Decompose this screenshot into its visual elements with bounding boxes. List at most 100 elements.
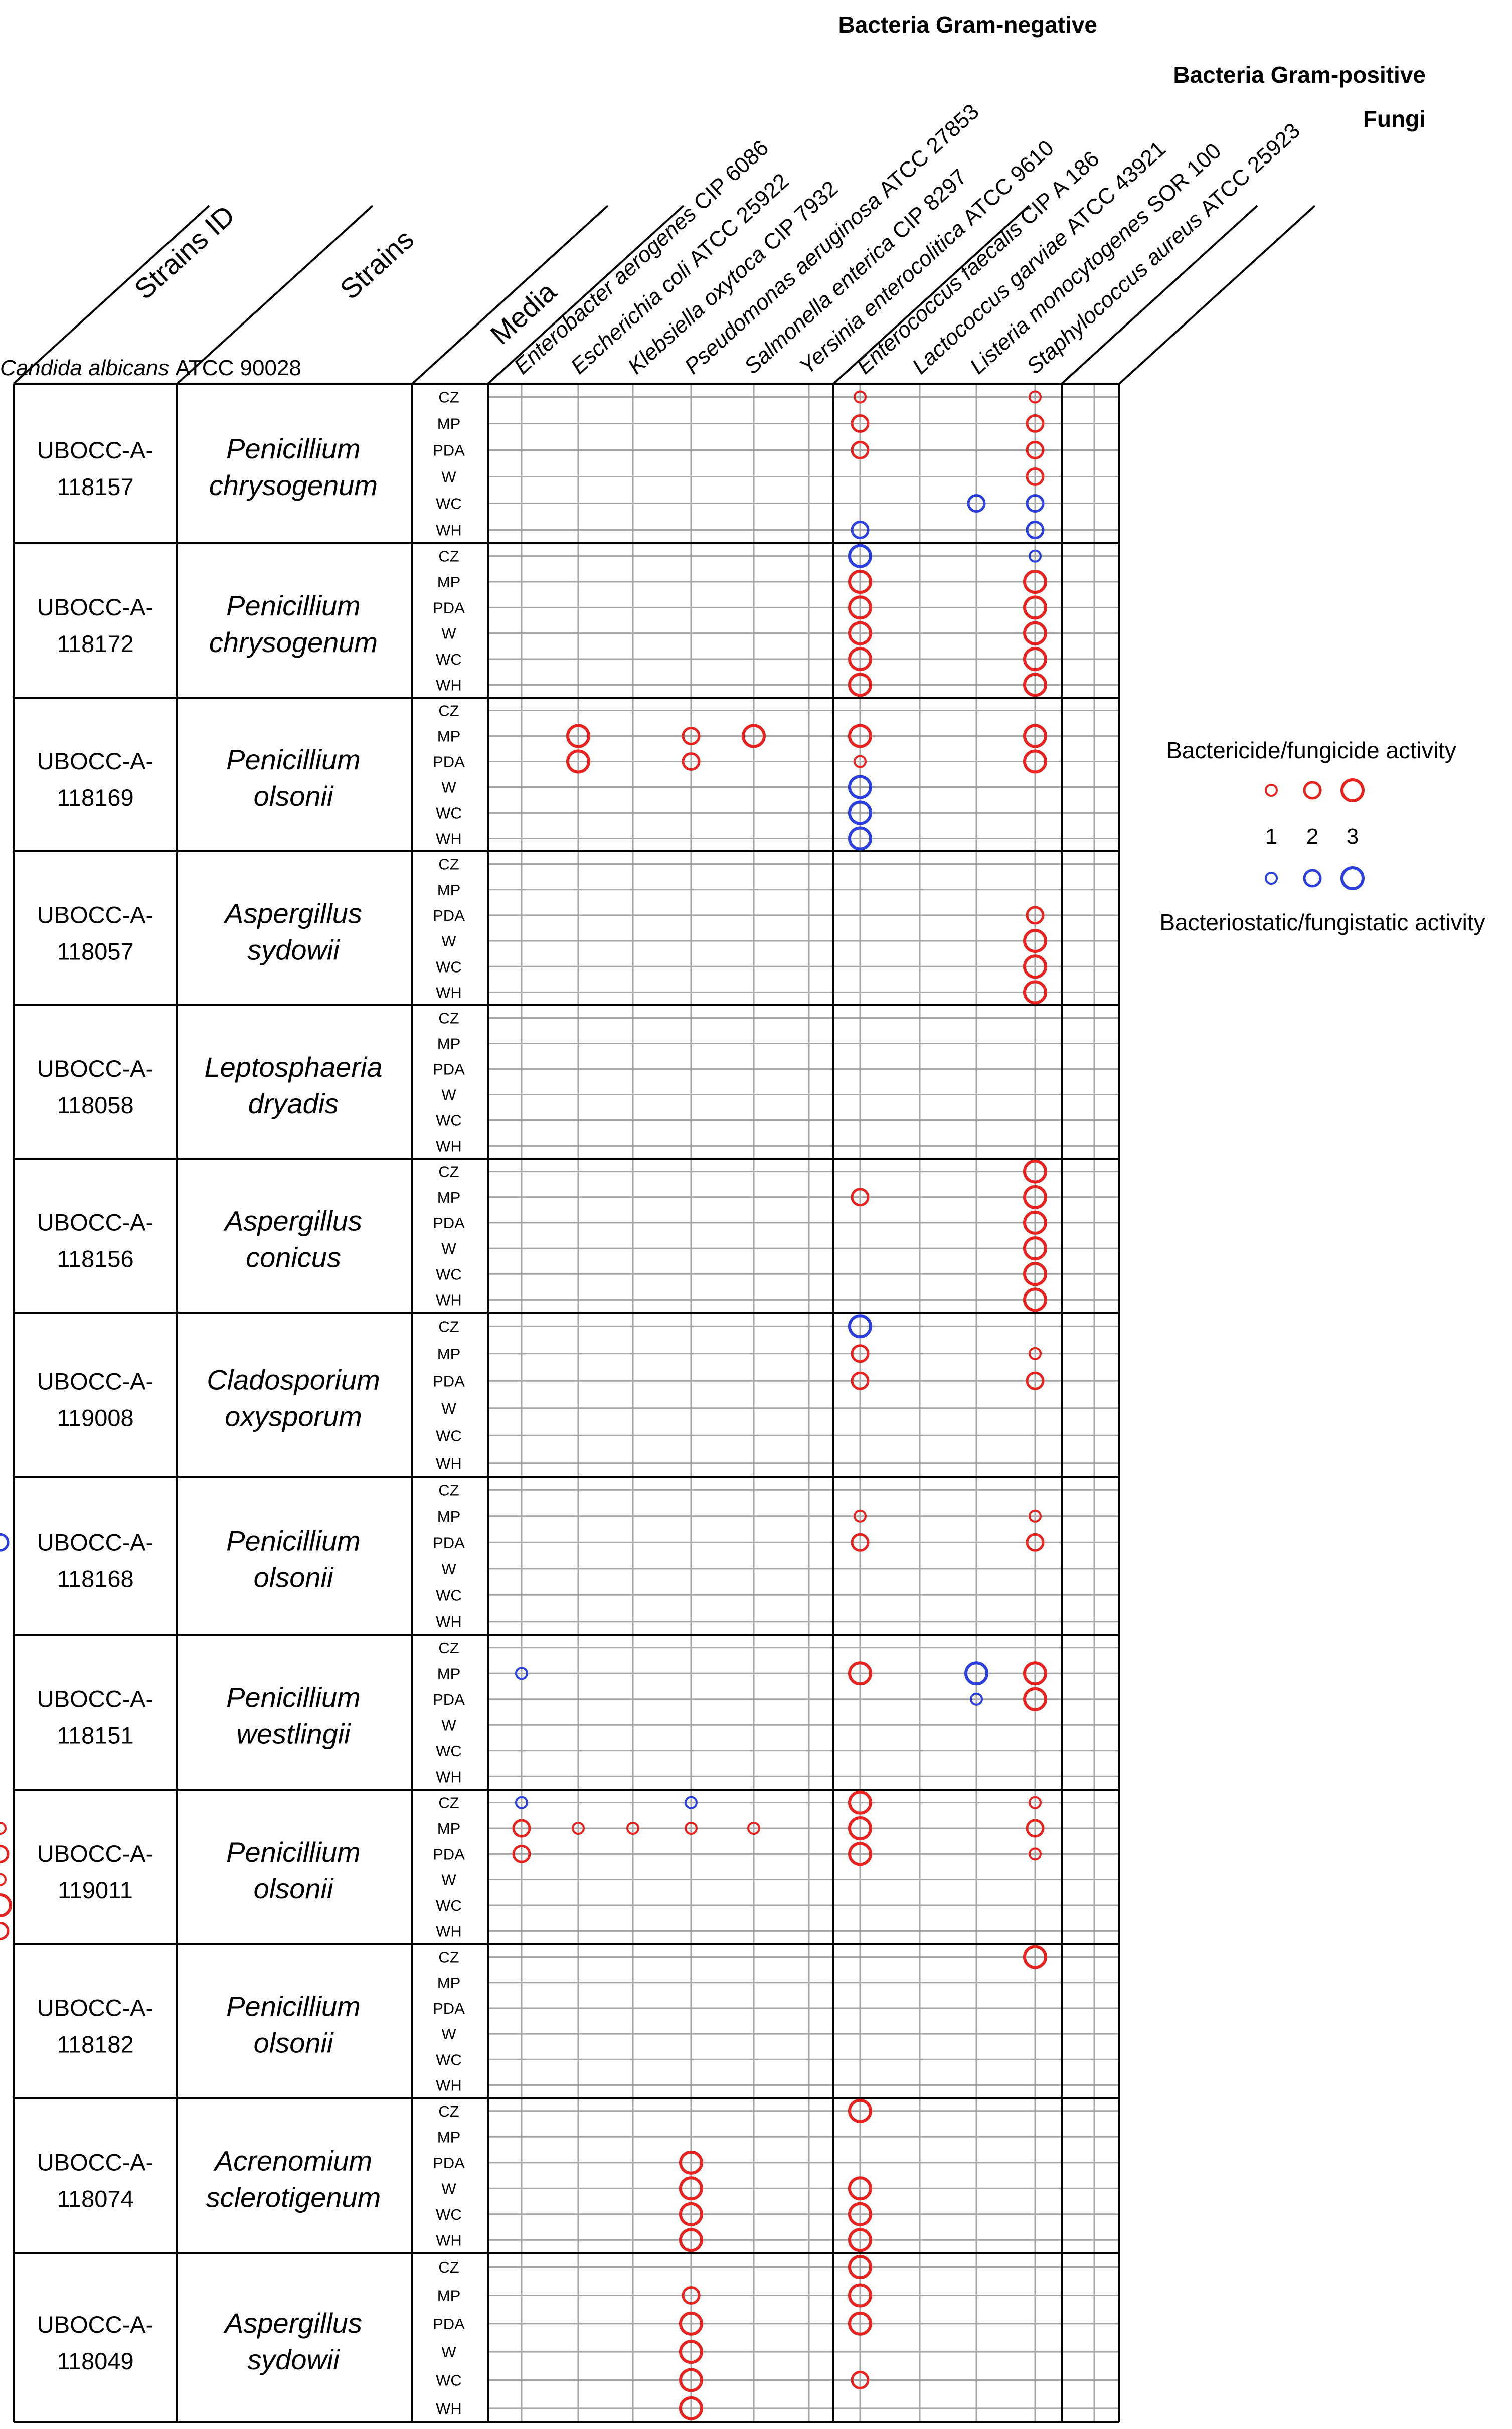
bactericide-marker <box>848 724 872 748</box>
bactericide-marker <box>742 724 766 748</box>
bactericide-marker <box>1029 1509 1042 1523</box>
media-label: WH <box>436 676 462 694</box>
media-label: MP <box>437 728 461 745</box>
header-diagonal <box>176 205 374 385</box>
header-diagonal <box>1118 205 1316 385</box>
bactericide-marker <box>1026 1371 1045 1390</box>
media-label: CZ <box>438 1318 459 1335</box>
bacteriostatic-marker <box>851 521 870 539</box>
legend-level-label: 1 <box>1265 824 1277 849</box>
bactericide-marker <box>679 2396 703 2420</box>
media-label: MP <box>437 1508 461 1525</box>
bactericide-marker <box>851 1371 870 1390</box>
media-label: PDA <box>433 1845 465 1863</box>
bacteriostatic-marker <box>0 1533 10 1552</box>
bactericide-marker <box>848 673 872 697</box>
bacteriostatic-marker <box>967 494 986 513</box>
bactericide-marker <box>512 1819 531 1838</box>
media-label: W <box>441 1240 456 1257</box>
media-label: WC <box>436 1427 462 1444</box>
legend-level-label: 2 <box>1306 824 1318 849</box>
bactericide-marker <box>848 621 872 645</box>
media-label: CZ <box>438 2102 459 2120</box>
legend: Bactericide/fungicide activity 1 2 3 Bacteri… <box>1159 737 1485 935</box>
legend-static-marker <box>1265 872 1278 885</box>
media-label: WH <box>436 1138 462 1155</box>
media-label: MP <box>437 1665 461 1682</box>
media-label: CZ <box>438 389 459 406</box>
strain-id-number: 118156 <box>57 1246 133 1272</box>
media-label: WC <box>436 958 462 976</box>
media-label: W <box>441 1560 456 1578</box>
media-label: CZ <box>438 702 459 720</box>
legend-static-marker <box>1303 869 1322 888</box>
strain-genus: Penicillium <box>226 1682 361 1713</box>
bactericide-marker <box>566 749 590 774</box>
bactericide-marker <box>851 1533 870 1552</box>
media-label: WC <box>436 1265 462 1283</box>
strain-species: olsonii <box>254 1873 334 1904</box>
legend-static-marker <box>1340 866 1365 890</box>
target-species-code: ATCC 25923 <box>1195 118 1305 221</box>
media-label: PDA <box>433 1214 465 1232</box>
strain-species: chrysogenum <box>209 469 378 501</box>
bactericide-marker <box>1023 1661 1047 1686</box>
media-label: MP <box>437 2287 461 2305</box>
media-label: CZ <box>438 1794 459 1812</box>
bactericide-marker <box>0 1822 7 1835</box>
strain-id-number: 118182 <box>57 2031 133 2058</box>
media-label: W <box>441 1871 456 1889</box>
bactericide-marker <box>851 1188 870 1207</box>
bacteriostatic-marker <box>515 1796 528 1809</box>
media-label: WC <box>436 651 462 668</box>
bactericide-marker <box>851 441 870 459</box>
bactericide-marker <box>0 1844 10 1863</box>
bacteriostatic-marker <box>848 1314 872 1339</box>
strain-genus: Aspergillus <box>223 898 362 929</box>
bactericide-marker <box>1023 1687 1047 1711</box>
bactericide-marker <box>848 2176 872 2201</box>
header-diagonal <box>411 205 609 385</box>
strain-id-number: 118074 <box>57 2186 133 2212</box>
bactericide-marker <box>848 2098 872 2123</box>
strain-id-number: 119011 <box>58 1877 133 1903</box>
media-label: CZ <box>438 856 459 873</box>
bactericide-marker <box>848 570 872 594</box>
strain-id-number: 118172 <box>57 630 133 657</box>
strain-genus: Penicillium <box>226 1525 361 1557</box>
media-label: W <box>441 625 456 642</box>
media-label: CZ <box>438 2258 459 2276</box>
media-label: PDA <box>433 1534 465 1551</box>
strain-id-number: 118058 <box>57 1092 133 1118</box>
media-label: WC <box>436 2372 462 2389</box>
legend-cide-marker <box>1265 784 1278 797</box>
grid-lines <box>488 384 1119 2422</box>
media-label: WH <box>436 1768 462 1786</box>
media-label: CZ <box>438 1481 459 1499</box>
bactericide-marker <box>848 647 872 671</box>
bactericide-marker <box>1023 1236 1047 1261</box>
media-label: WH <box>436 1613 462 1631</box>
bactericide-marker <box>0 1921 10 1940</box>
bactericide-marker <box>851 414 870 433</box>
media-label: MP <box>437 2128 461 2146</box>
legend-title-static: Bacteriostatic/fungistatic activity <box>1159 909 1485 935</box>
group-label: Bacteria Gram-negative <box>838 12 1097 38</box>
media-label: W <box>441 932 456 950</box>
table-frame <box>13 383 1120 2423</box>
media-label: MP <box>437 1974 461 1992</box>
media-label: W <box>441 468 456 486</box>
bactericide-marker <box>1023 954 1047 979</box>
bacteriostatic-marker <box>1026 521 1045 539</box>
strain-genus: Penicillium <box>226 433 361 464</box>
media-label: PDA <box>433 907 465 924</box>
media-label: CZ <box>438 1163 459 1181</box>
media-label: WC <box>436 2051 462 2068</box>
strain-genus: Cladosporium <box>207 1364 380 1396</box>
strain-genus: Leptosphaeria <box>205 1051 383 1083</box>
bacteriostatic-marker <box>970 1692 983 1706</box>
bactericide-marker <box>848 2228 872 2252</box>
legend-cide-marker <box>1303 781 1322 800</box>
bactericide-marker <box>848 1790 872 1815</box>
